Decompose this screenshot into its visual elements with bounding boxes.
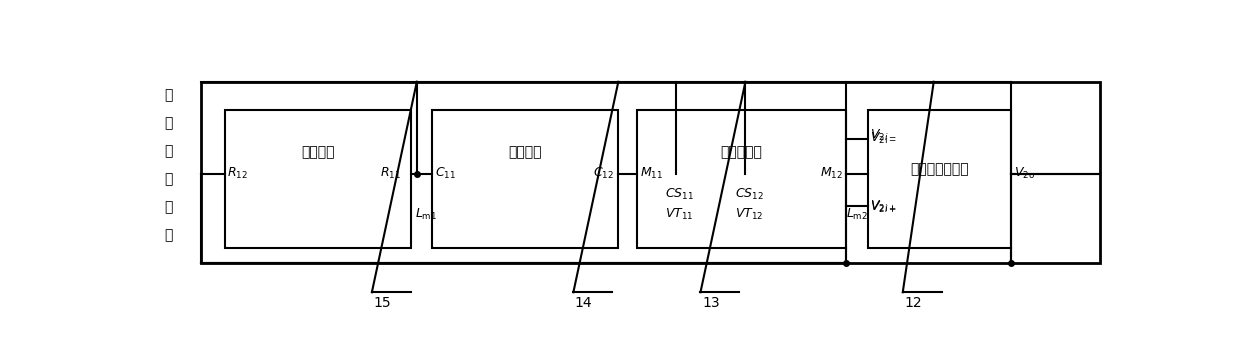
Text: $C_{\rm 12}$: $C_{\rm 12}$ <box>592 166 613 181</box>
Text: 12: 12 <box>904 296 922 310</box>
Text: $V_{\rm 2i−}$: $V_{\rm 2i−}$ <box>870 131 897 147</box>
Bar <box>224 110 410 248</box>
Bar <box>432 110 618 248</box>
Text: 效: 效 <box>165 172 173 186</box>
Text: 第一电容: 第一电容 <box>508 145 543 159</box>
Text: 感: 感 <box>165 116 173 130</box>
Text: $L_{\rm m1}$: $L_{\rm m1}$ <box>415 207 437 222</box>
Text: 忆: 忆 <box>165 88 173 102</box>
Text: $CS_{\rm 12}$: $CS_{\rm 12}$ <box>735 187 763 201</box>
Text: $M_{\rm 12}$: $M_{\rm 12}$ <box>820 166 843 181</box>
Text: 第一忆阻器: 第一忆阻器 <box>721 145 762 159</box>
Bar <box>637 110 846 248</box>
Text: $R_{\rm 12}$: $R_{\rm 12}$ <box>227 166 248 181</box>
Text: 13: 13 <box>703 296 720 310</box>
Text: 等: 等 <box>165 144 173 158</box>
Text: $VT_{\rm 11}$: $VT_{\rm 11}$ <box>665 207 694 222</box>
Text: 14: 14 <box>575 296 592 310</box>
Text: $L_{\rm m2}$: $L_{\rm m2}$ <box>846 207 869 222</box>
Bar <box>867 110 1011 248</box>
Text: 第一电阻: 第一电阻 <box>301 145 335 159</box>
Text: $V_{\rm 2i+}$: $V_{\rm 2i+}$ <box>870 199 897 214</box>
Text: $VT_{\rm 12}$: $VT_{\rm 12}$ <box>735 207 763 222</box>
Text: 电: 电 <box>165 200 173 214</box>
Text: $V_{2i+}$: $V_{2i+}$ <box>870 200 897 215</box>
Text: $V_{2i-}$: $V_{2i-}$ <box>870 128 897 143</box>
Text: 15: 15 <box>373 296 392 310</box>
Text: 路: 路 <box>165 228 173 242</box>
Text: $V_{\rm 2o}$: $V_{\rm 2o}$ <box>1014 166 1035 181</box>
Bar <box>202 82 1100 263</box>
Text: $M_{\rm 11}$: $M_{\rm 11}$ <box>641 166 663 181</box>
Text: $C_{\rm 11}$: $C_{\rm 11}$ <box>435 166 456 181</box>
Text: $CS_{\rm 11}$: $CS_{\rm 11}$ <box>665 187 694 201</box>
Text: $R_{\rm 11}$: $R_{\rm 11}$ <box>380 166 401 181</box>
Text: 第一运算放大器: 第一运算放大器 <box>911 162 969 176</box>
